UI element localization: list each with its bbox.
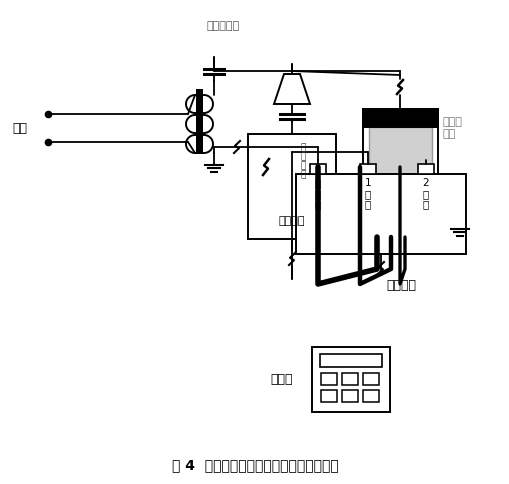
- Bar: [309, 164, 325, 174]
- Bar: [312, 347, 389, 412]
- Bar: [320, 390, 336, 402]
- Polygon shape: [273, 74, 309, 104]
- Bar: [358, 229, 441, 237]
- Bar: [342, 390, 357, 402]
- Bar: [362, 390, 378, 402]
- Text: 输入: 输入: [13, 121, 27, 135]
- Bar: [247, 134, 335, 239]
- Bar: [342, 373, 357, 385]
- Bar: [417, 164, 433, 174]
- Bar: [295, 174, 465, 254]
- Bar: [319, 354, 381, 367]
- Text: 信
号
外
壳: 信 号 外 壳: [300, 143, 305, 179]
- Bar: [195, 89, 203, 154]
- Text: 接收器: 接收器: [270, 373, 293, 386]
- Bar: [359, 164, 375, 174]
- Text: 2
通
道: 2 通 道: [422, 178, 429, 210]
- Bar: [362, 373, 378, 385]
- Bar: [362, 109, 437, 127]
- Text: 标准电容: 标准电容: [278, 216, 305, 226]
- Text: 测量单元: 测量单元: [385, 279, 415, 292]
- Text: 图 4  反接法测量绝缘介质损耗因数接线图: 图 4 反接法测量绝缘介质损耗因数接线图: [172, 458, 337, 472]
- Bar: [320, 373, 336, 385]
- Text: 屏蔽环
高压: 屏蔽环 高压: [442, 117, 462, 138]
- Bar: [369, 127, 431, 219]
- Text: 公
共
端: 公 共 端: [314, 178, 321, 210]
- Text: 1
通
道: 1 通 道: [364, 178, 371, 210]
- Bar: [362, 109, 437, 229]
- Text: 升压变压器: 升压变压器: [206, 21, 239, 31]
- Bar: [362, 109, 437, 127]
